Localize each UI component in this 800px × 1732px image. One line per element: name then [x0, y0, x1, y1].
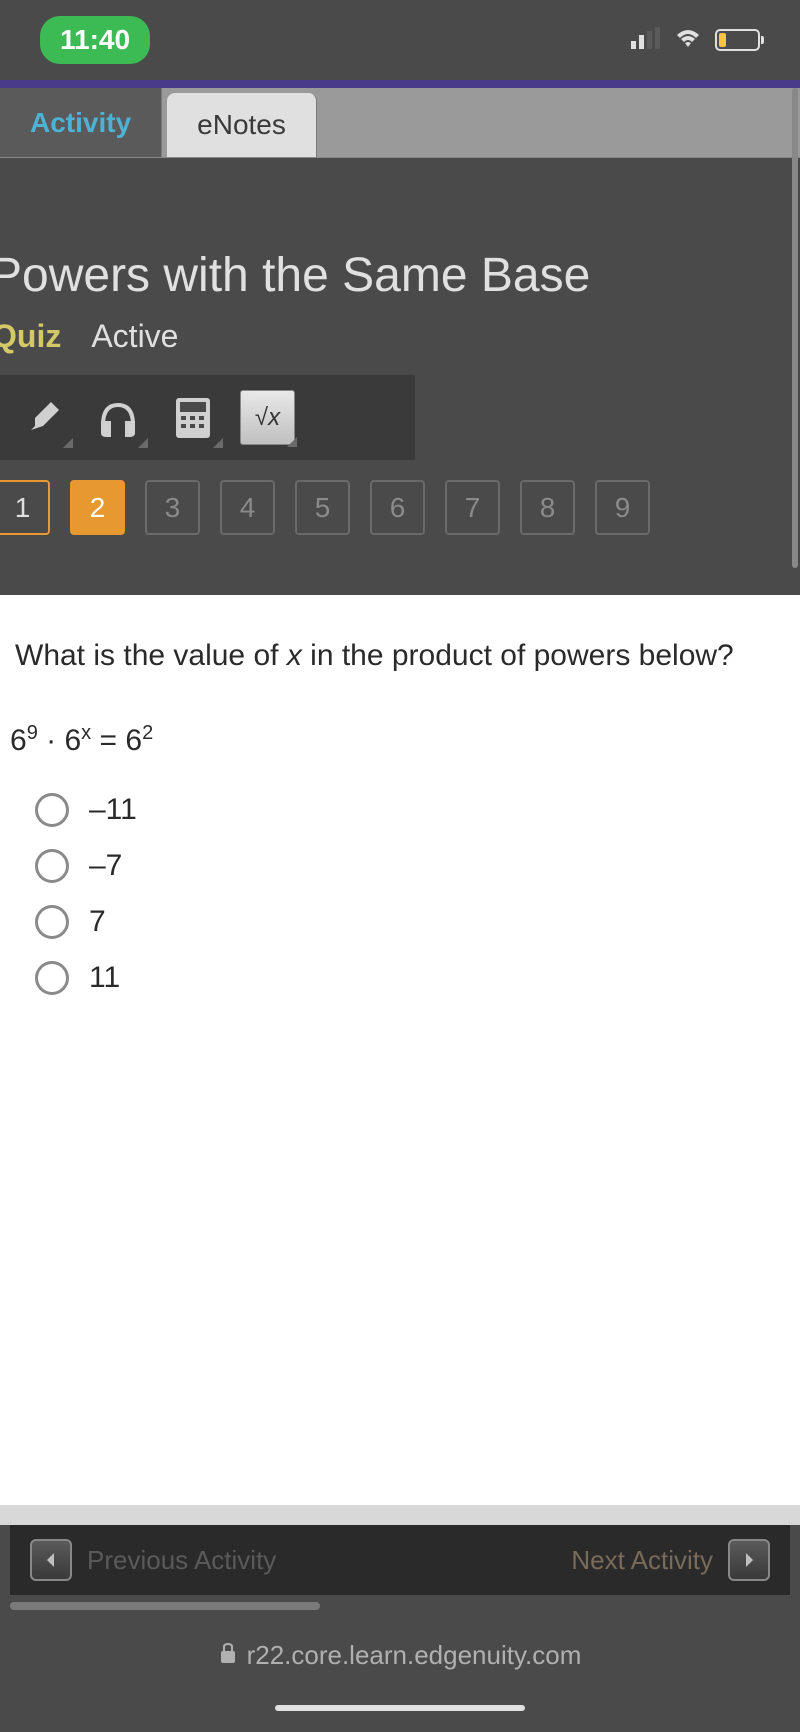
lock-icon [219, 1640, 237, 1671]
radio-icon[interactable] [35, 905, 69, 939]
options-list: –11 –7 7 11 [35, 793, 785, 995]
status-icons [631, 27, 760, 54]
tab-enotes[interactable]: eNotes [167, 93, 317, 157]
battery-icon [715, 29, 760, 51]
gray-strip [0, 1505, 800, 1525]
next-activity-button[interactable]: Next Activity [571, 1539, 770, 1581]
question-area: What is the value of x in the product of… [0, 595, 800, 1505]
tab-activity[interactable]: Activity [0, 88, 162, 157]
purple-divider [0, 80, 800, 88]
prev-arrow-icon [30, 1539, 72, 1581]
question-num-8[interactable]: 8 [520, 480, 575, 535]
next-label: Next Activity [571, 1545, 713, 1576]
prev-label: Previous Activity [87, 1545, 276, 1576]
question-num-3[interactable]: 3 [145, 480, 200, 535]
time-display: 11:40 [40, 16, 150, 64]
active-label: Active [91, 318, 178, 355]
option-label: 7 [89, 905, 106, 939]
bottom-nav: Previous Activity Next Activity [10, 1525, 790, 1595]
question-num-7[interactable]: 7 [445, 480, 500, 535]
question-num-5[interactable]: 5 [295, 480, 350, 535]
option-2[interactable]: –7 [35, 849, 785, 883]
wifi-icon [673, 27, 703, 54]
question-prompt: What is the value of x in the product of… [15, 635, 785, 677]
question-nav: 1 2 3 4 5 6 7 8 9 [0, 480, 800, 565]
next-arrow-icon [728, 1539, 770, 1581]
url-bar[interactable]: r22.core.learn.edgenuity.com [0, 1625, 800, 1685]
question-num-1[interactable]: 1 [0, 480, 50, 535]
radio-icon[interactable] [35, 849, 69, 883]
prev-activity-button[interactable]: Previous Activity [30, 1539, 276, 1581]
status-bar: 11:40 [0, 0, 800, 80]
radio-icon[interactable] [35, 793, 69, 827]
option-label: –11 [89, 793, 137, 827]
url-text: r22.core.learn.edgenuity.com [247, 1640, 582, 1671]
home-indicator[interactable] [275, 1705, 525, 1711]
toolbar: √x [0, 375, 415, 460]
option-4[interactable]: 11 [35, 961, 785, 995]
pencil-icon[interactable] [15, 390, 70, 445]
option-label: 11 [89, 961, 120, 995]
page-title: Powers with the Same Base [0, 248, 800, 303]
option-1[interactable]: –11 [35, 793, 785, 827]
formula-icon[interactable]: √x [240, 390, 295, 445]
scroll-indicator [792, 88, 798, 568]
quiz-label: Quiz [0, 318, 61, 355]
calculator-icon[interactable] [165, 390, 220, 445]
content-header: Powers with the Same Base Quiz Active √x… [0, 158, 800, 595]
headphones-icon[interactable] [90, 390, 145, 445]
radio-icon[interactable] [35, 961, 69, 995]
question-num-6[interactable]: 6 [370, 480, 425, 535]
equation: 69 · 6x = 62 [10, 722, 785, 758]
horizontal-scroll-indicator [10, 1602, 320, 1610]
signal-icon [631, 27, 661, 54]
option-label: –7 [89, 849, 122, 883]
question-num-9[interactable]: 9 [595, 480, 650, 535]
question-num-2[interactable]: 2 [70, 480, 125, 535]
option-3[interactable]: 7 [35, 905, 785, 939]
tab-bar: Activity eNotes [0, 88, 800, 158]
question-num-4[interactable]: 4 [220, 480, 275, 535]
